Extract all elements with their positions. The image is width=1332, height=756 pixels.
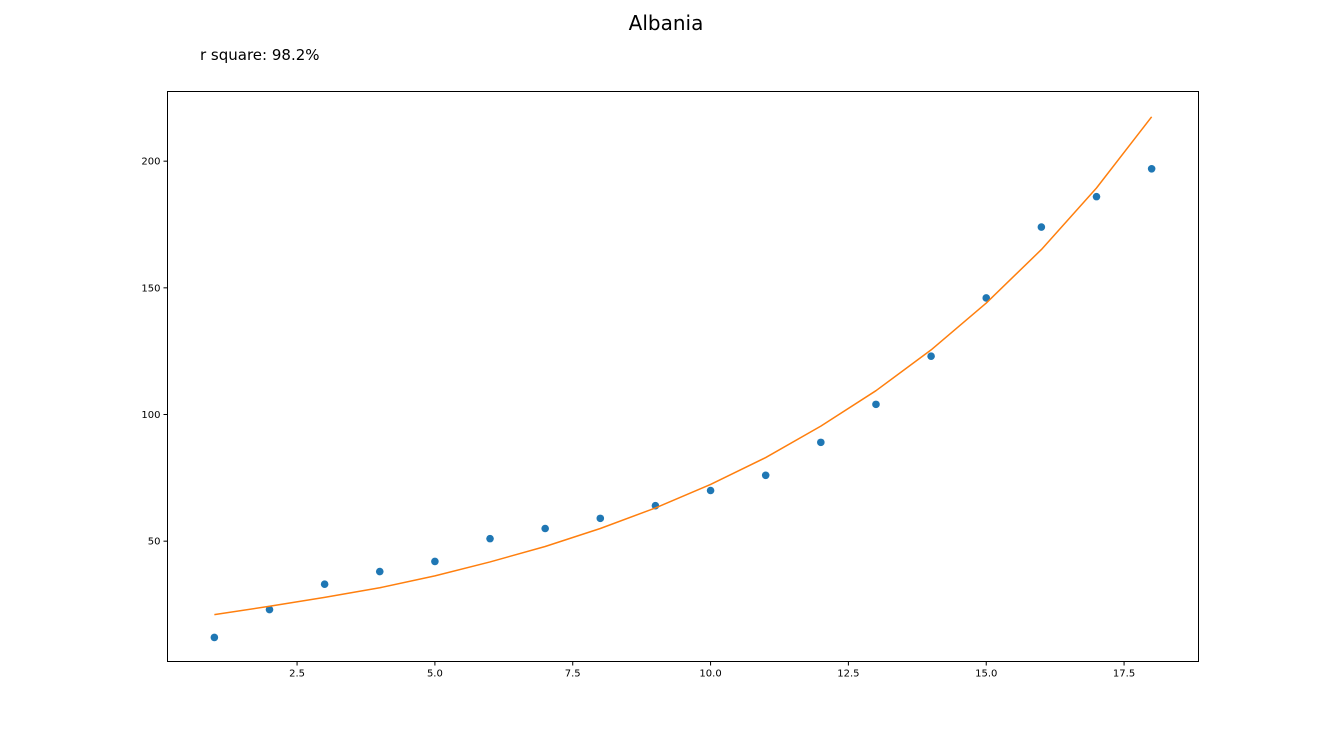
chart-title: Albania — [629, 11, 704, 35]
data-point — [706, 486, 715, 495]
data-point — [431, 557, 439, 566]
y-tick-label: 200 — [141, 157, 160, 168]
data-point — [486, 534, 494, 543]
x-axis: 2.5 5.0 7.5 10.0 12.5 15.0 17.5 — [289, 661, 1135, 680]
r-square-annotation: r square: 98.2% — [200, 46, 320, 64]
plot-area — [210, 116, 1156, 642]
y-axis: 50 100 150 200 — [141, 157, 168, 548]
x-tick-label: 17.5 — [1113, 669, 1135, 680]
x-tick-label: 2.5 — [289, 669, 305, 680]
data-point — [320, 580, 329, 589]
x-tick-label: 7.5 — [565, 669, 581, 680]
data-point — [872, 400, 880, 409]
data-point — [927, 352, 935, 361]
data-point — [265, 605, 274, 614]
data-point — [375, 567, 384, 576]
data-point — [1092, 192, 1101, 201]
x-tick-label: 10.0 — [699, 669, 721, 680]
fit-curve — [214, 116, 1153, 616]
axes-frame — [167, 91, 1199, 662]
x-tick-label: 12.5 — [837, 669, 859, 680]
data-point — [761, 471, 770, 480]
data-point — [1147, 164, 1156, 173]
data-point — [210, 633, 219, 642]
data-point — [817, 438, 825, 447]
x-tick-label: 5.0 — [427, 669, 443, 680]
y-tick-label: 150 — [141, 283, 160, 294]
x-tick-label: 15.0 — [975, 669, 997, 680]
y-tick-label: 50 — [148, 537, 161, 548]
data-point — [982, 294, 991, 302]
data-point — [1037, 223, 1046, 231]
y-tick-label: 100 — [141, 410, 160, 421]
data-point — [541, 524, 549, 533]
data-point — [596, 514, 605, 523]
